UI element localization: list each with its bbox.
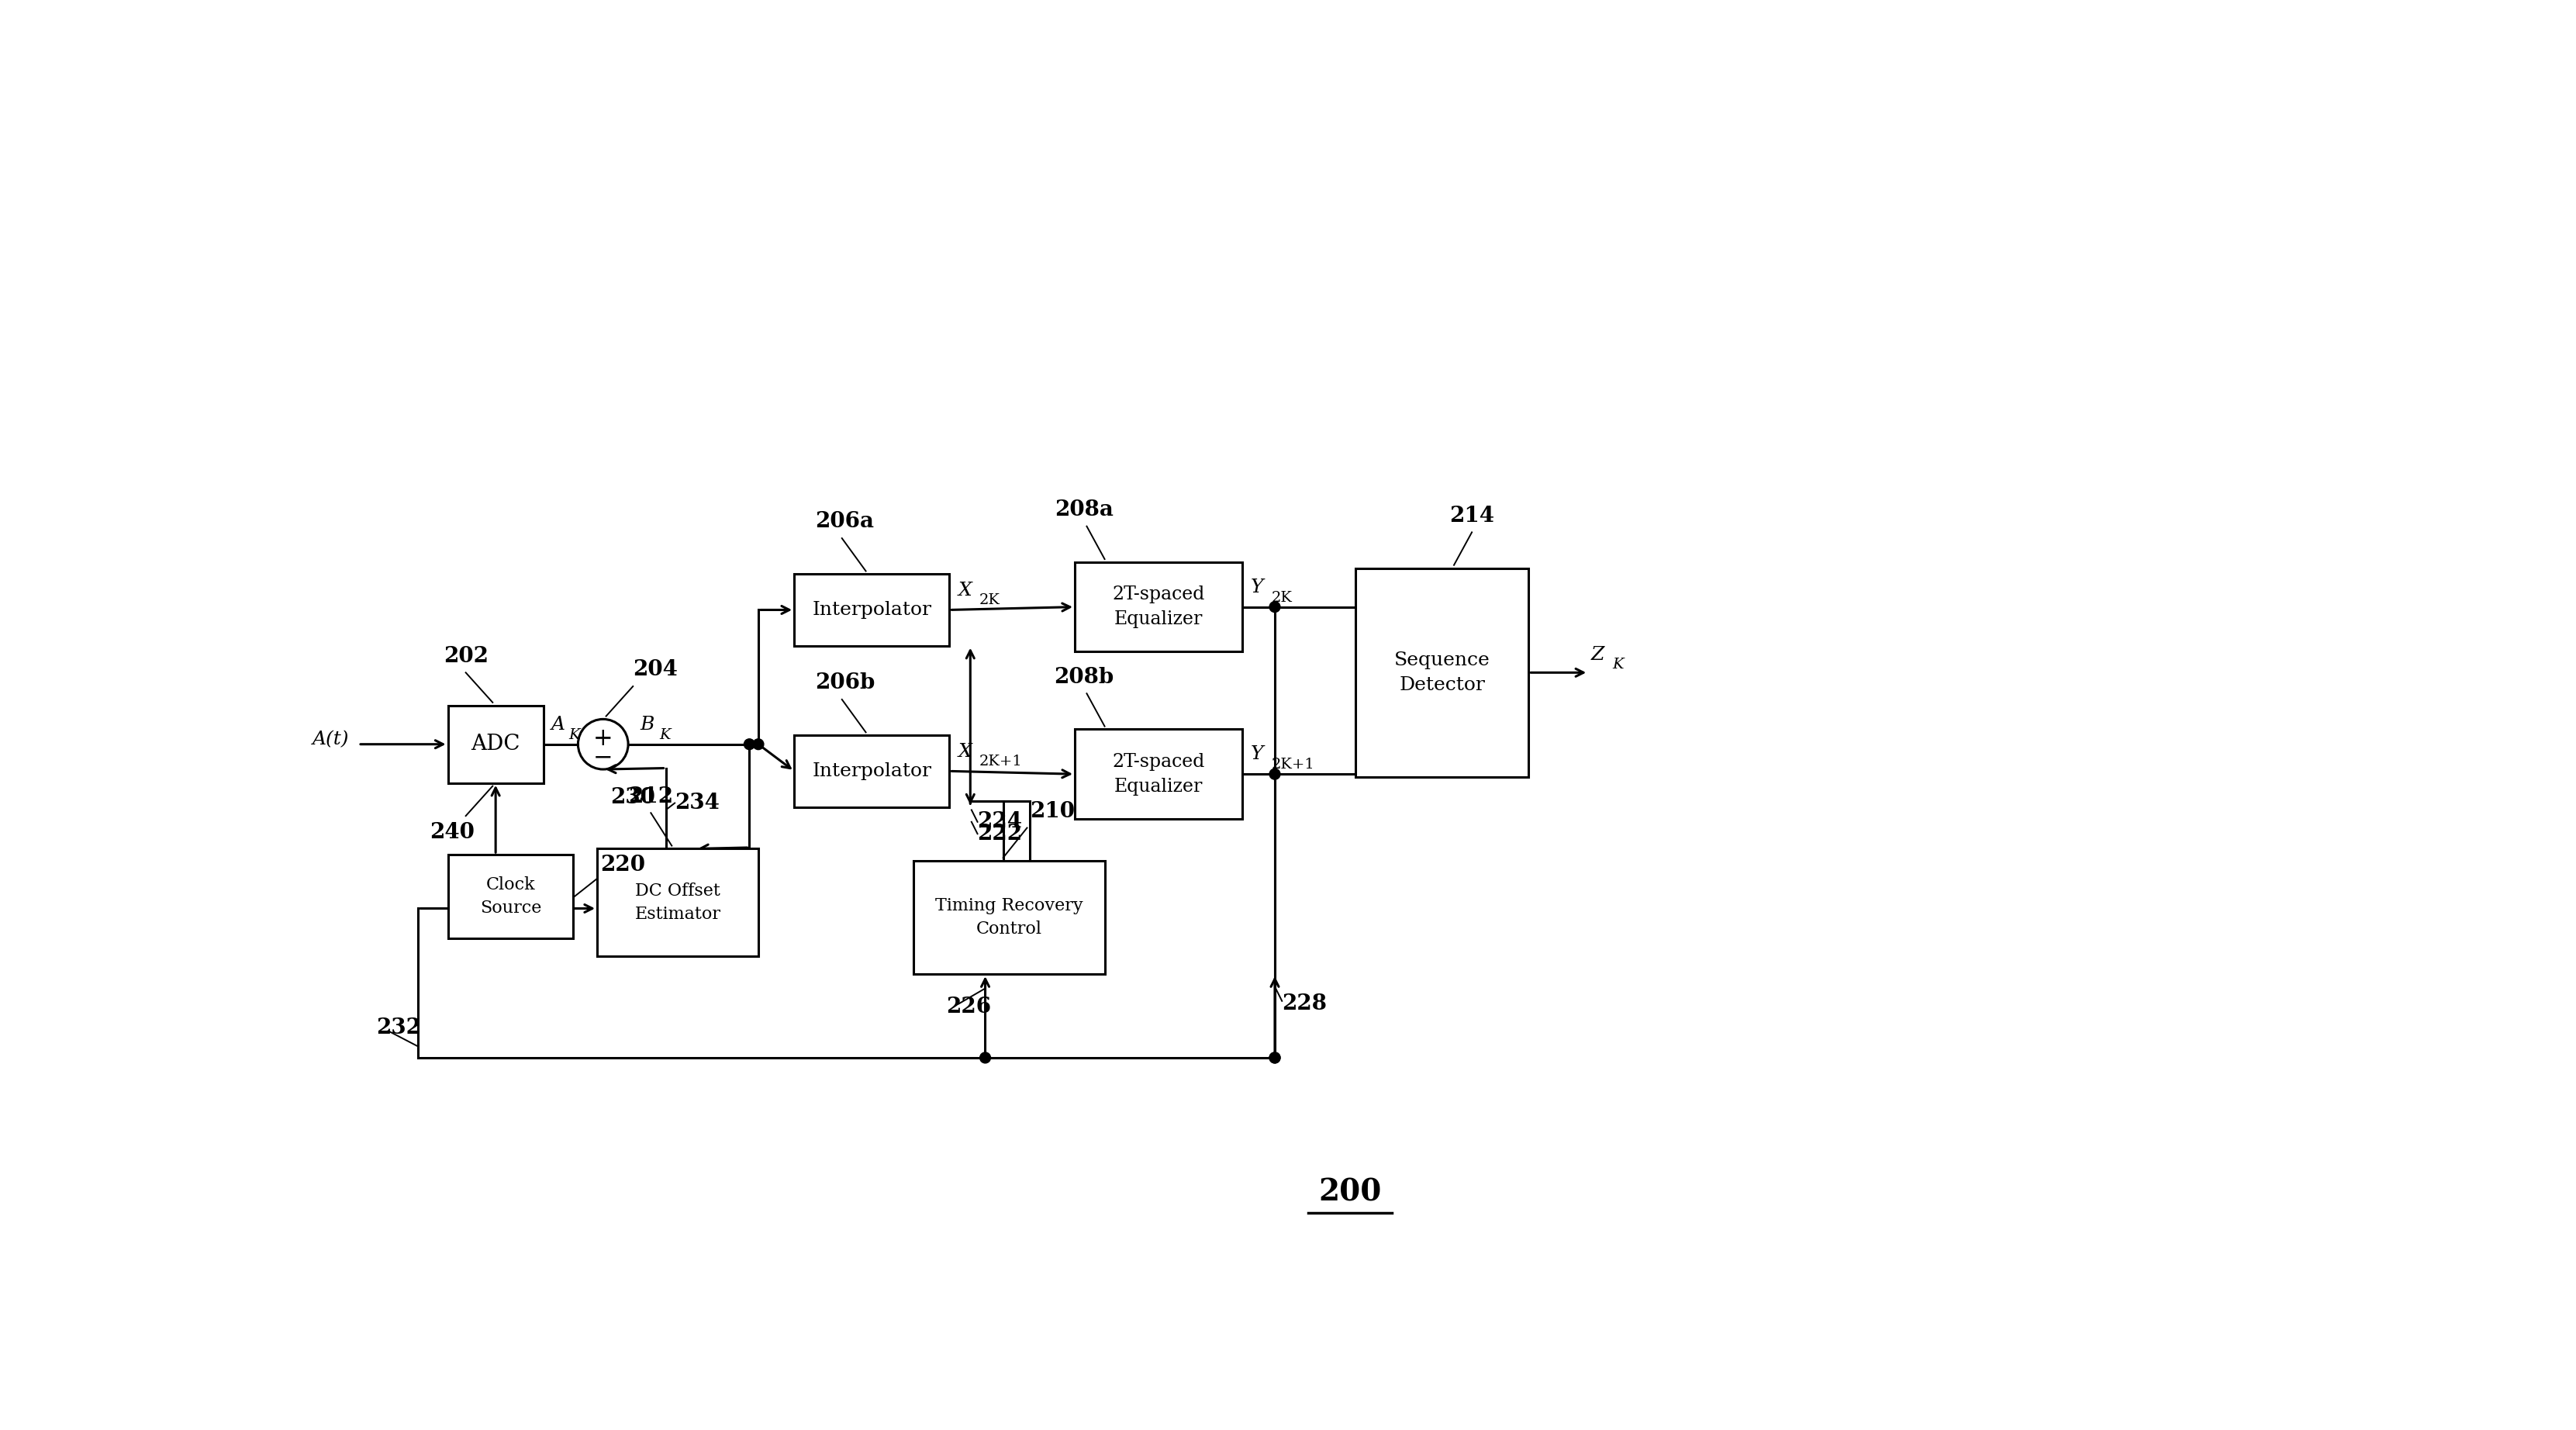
Circle shape (1270, 1052, 1280, 1062)
Circle shape (752, 739, 762, 749)
Text: 234: 234 (675, 792, 719, 814)
Text: 222: 222 (976, 824, 1023, 844)
FancyBboxPatch shape (448, 705, 544, 784)
Text: K: K (659, 728, 670, 742)
Text: 204: 204 (634, 659, 677, 681)
Text: 206b: 206b (814, 672, 876, 694)
Text: 226: 226 (945, 997, 992, 1018)
Text: B: B (639, 715, 654, 734)
Text: 2K+1: 2K+1 (1273, 758, 1316, 772)
Text: Timing Recovery
Control: Timing Recovery Control (935, 897, 1082, 938)
Text: DC Offset
Estimator: DC Offset Estimator (634, 882, 721, 922)
Text: 2T-spaced
Equalizer: 2T-spaced Equalizer (1113, 752, 1206, 795)
Circle shape (1270, 1052, 1280, 1062)
Text: Interpolator: Interpolator (811, 762, 933, 779)
Text: 214: 214 (1450, 505, 1494, 526)
FancyBboxPatch shape (914, 861, 1105, 974)
Text: K: K (569, 728, 580, 742)
Text: 208a: 208a (1054, 499, 1113, 521)
Text: 210: 210 (1030, 801, 1074, 822)
Text: Sequence
Detector: Sequence Detector (1394, 651, 1489, 694)
Text: A(t): A(t) (312, 731, 350, 748)
Text: ADC: ADC (471, 734, 520, 755)
Text: X: X (958, 742, 971, 761)
Text: Z: Z (1592, 646, 1605, 664)
Text: Y: Y (1252, 745, 1265, 764)
FancyBboxPatch shape (1355, 568, 1528, 776)
Circle shape (1270, 769, 1280, 779)
Text: 2K: 2K (979, 593, 999, 608)
Text: 232: 232 (376, 1017, 422, 1038)
Circle shape (979, 1052, 992, 1062)
FancyBboxPatch shape (793, 573, 951, 646)
Text: 206a: 206a (817, 512, 873, 532)
Text: 240: 240 (430, 822, 474, 842)
Text: 230: 230 (611, 788, 654, 808)
FancyBboxPatch shape (793, 735, 951, 807)
Text: 224: 224 (976, 811, 1023, 832)
FancyBboxPatch shape (1074, 562, 1242, 652)
Circle shape (1270, 602, 1280, 612)
Text: Interpolator: Interpolator (811, 601, 933, 619)
Text: 200: 200 (1319, 1177, 1381, 1207)
Text: 2K: 2K (1273, 591, 1293, 605)
FancyBboxPatch shape (598, 849, 757, 957)
Text: 202: 202 (443, 646, 489, 666)
Text: Clock
Source: Clock Source (479, 877, 541, 917)
Text: 2K+1: 2K+1 (979, 755, 1023, 769)
Text: 2T-spaced
Equalizer: 2T-spaced Equalizer (1113, 585, 1206, 628)
Text: 212: 212 (629, 786, 672, 807)
Text: −: − (592, 745, 613, 769)
Circle shape (744, 739, 755, 749)
Text: 228: 228 (1283, 994, 1327, 1014)
Text: X: X (958, 582, 971, 599)
FancyBboxPatch shape (448, 855, 574, 938)
Text: A: A (551, 715, 564, 734)
Text: 208b: 208b (1054, 666, 1113, 688)
FancyBboxPatch shape (1074, 729, 1242, 819)
Text: K: K (1613, 658, 1623, 672)
Text: 220: 220 (600, 855, 644, 875)
Text: Y: Y (1252, 578, 1265, 596)
Text: +: + (592, 726, 613, 751)
